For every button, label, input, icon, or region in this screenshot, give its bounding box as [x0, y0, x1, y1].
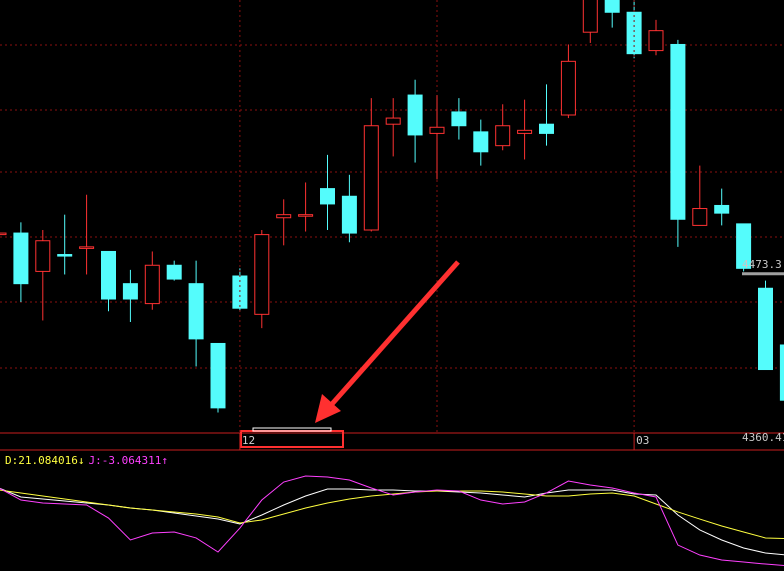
candle-body: [758, 287, 773, 371]
indicator-label: D:21.084016↓: [5, 454, 84, 467]
highlight-annotation: [240, 260, 460, 448]
candle-body: [13, 232, 29, 285]
candle-body: [670, 43, 686, 220]
candle-body: [0, 232, 7, 236]
highlight-bar: [252, 427, 332, 432]
candle-body: [604, 0, 620, 13]
candle-body: [35, 240, 51, 272]
candles: [0, 0, 784, 413]
candle-body: [101, 250, 116, 300]
overlay: 4473.3 4360.41: [742, 258, 784, 444]
indicator-line: [0, 487, 784, 556]
candle-body: [385, 117, 401, 125]
candle-body: [166, 264, 182, 280]
candle-body: [320, 188, 335, 205]
candle-body: [517, 129, 533, 134]
candle-body: [144, 264, 160, 305]
candle-body: [298, 214, 314, 217]
arrow-head: [315, 394, 341, 423]
candle-body: [779, 344, 784, 401]
candle-body: [692, 208, 708, 226]
candle-body: [539, 123, 554, 134]
candle-body: [254, 234, 270, 315]
candle-body: [714, 204, 730, 214]
candle-body: [626, 11, 642, 55]
candle-body: [648, 30, 664, 52]
candle-body: [407, 94, 423, 136]
candle-body: [79, 246, 95, 249]
price-label: 4473.3: [742, 258, 782, 271]
candle-body: [57, 254, 73, 257]
candle-body: [495, 125, 511, 147]
indicator: [0, 475, 784, 566]
grid: [0, 0, 784, 433]
candle-body: [429, 126, 445, 134]
candle-body: [451, 111, 467, 127]
indicator-line: [0, 475, 784, 566]
x-tick-label: 12: [242, 434, 255, 447]
indicator-label: J:-3.064311↑: [88, 454, 167, 467]
candle-body: [560, 60, 576, 116]
x-tick-label: 03: [636, 434, 649, 447]
candle-body: [122, 283, 138, 300]
indicator-line: [0, 489, 784, 539]
arrow-shaft: [330, 260, 460, 406]
candle-body: [582, 0, 598, 33]
candle-body: [341, 195, 357, 234]
candle-body: [736, 223, 752, 269]
candle-body: [276, 214, 292, 219]
candle-body: [210, 342, 226, 409]
price-label: 4360.41: [742, 431, 784, 444]
candle-body: [363, 125, 379, 231]
candle-body: [188, 283, 204, 340]
candle-body: [473, 131, 489, 153]
